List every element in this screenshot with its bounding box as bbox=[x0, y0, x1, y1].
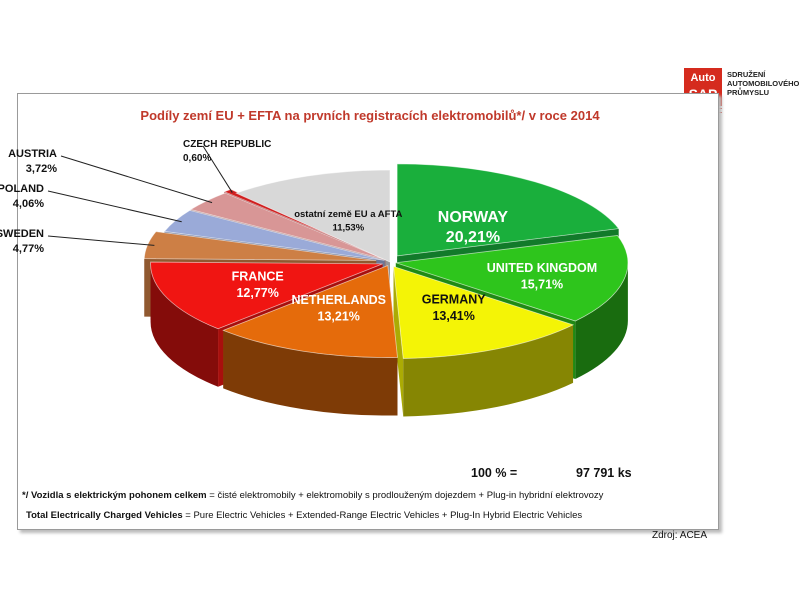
pie-slice-norway bbox=[396, 163, 620, 257]
pie-slice-united-kingdom bbox=[395, 235, 629, 322]
slice-label-france: FRANCE bbox=[232, 270, 284, 284]
slice-label-sweden: SWEDEN bbox=[0, 228, 44, 240]
slice-value-norway: 20,21% bbox=[446, 229, 500, 246]
label-leader-line bbox=[202, 145, 233, 193]
slice-value-sweden: 4,77% bbox=[13, 243, 44, 255]
total-count-label: 97 791 ks bbox=[576, 466, 632, 480]
pie-slice-wall bbox=[150, 263, 219, 387]
pie-slice-wall bbox=[403, 324, 574, 417]
slice-label-netherlands: NETHERLANDS bbox=[292, 293, 386, 307]
slice-label-austria: AUSTRIA bbox=[8, 148, 57, 160]
pie-slice-france bbox=[150, 261, 383, 330]
pie-slice-wall bbox=[575, 262, 628, 380]
slice-label-united-kingdom: UNITED KINGDOM bbox=[487, 261, 597, 275]
footnote-cz: */ Vozidla s elektrickým pohonem celkem … bbox=[22, 490, 603, 501]
label-leader-line bbox=[47, 190, 182, 223]
slice-value-austria: 3,72% bbox=[26, 163, 57, 175]
pie-slice-wall bbox=[223, 330, 398, 416]
label-leader-line bbox=[60, 155, 213, 204]
pie-top-layer bbox=[143, 163, 629, 359]
slice-label-czech-republic: CZECH REPUBLIC bbox=[183, 139, 271, 150]
footnote-en-rest: = Pure Electric Vehicles + Extended-Rang… bbox=[182, 510, 583, 521]
slice-label-ostatn-zem-eu-a-afta: ostatní země EU a AFTA bbox=[294, 209, 402, 220]
footnote-cz-bold: */ Vozidla s elektrickým pohonem celkem bbox=[22, 490, 207, 501]
logo-org-line: AUTOMOBILOVÉHO bbox=[727, 79, 800, 88]
source-note: Zdroj: ACEA bbox=[652, 530, 708, 541]
slice-value-united-kingdom: 15,71% bbox=[521, 277, 563, 291]
footnote-cz-rest: = čisté elektromobily + elektromobily s … bbox=[206, 490, 604, 501]
logo-org-name: SDRUŽENÍ AUTOMOBILOVÉHO PRŮMYSLU bbox=[727, 70, 800, 97]
footnote-en-bold: Total Electrically Charged Vehicles bbox=[26, 510, 183, 521]
logo-org-line: SDRUŽENÍ bbox=[727, 70, 766, 79]
label-leader-line bbox=[47, 235, 155, 246]
slice-value-france: 12,77% bbox=[236, 286, 278, 300]
slice-value-czech-republic: 0,60% bbox=[183, 153, 211, 164]
slice-label-poland: POLAND bbox=[0, 183, 44, 195]
pie-slice-side bbox=[393, 266, 404, 417]
logo-org-line: PRŮMYSLU bbox=[727, 88, 770, 97]
slice-value-poland: 4,06% bbox=[13, 198, 44, 210]
slice-label-norway: NORWAY bbox=[438, 209, 509, 226]
logo-mark-top: Auto bbox=[690, 72, 716, 84]
chart-title: Podíly zemí EU + EFTA na prvních registr… bbox=[140, 108, 600, 123]
slice-value-germany: 13,41% bbox=[432, 309, 474, 323]
pie-labels: NORWAY 20,21% UNITED KINGDOM 15,71% GERMANY 1… bbox=[0, 139, 597, 324]
footnote-en: Total Electrically Charged Vehicles = Pu… bbox=[26, 510, 582, 521]
slice-value-ostatn-zem-eu-a-afta: 11,53% bbox=[332, 223, 364, 234]
pie-slice-netherlands bbox=[222, 264, 398, 358]
total-percent-label: 100 % = bbox=[471, 466, 518, 480]
pie-slice-ostatn-zem-eu-a-afta bbox=[235, 169, 391, 263]
pie-slice-germany bbox=[393, 265, 575, 359]
slice-value-netherlands: 13,21% bbox=[318, 310, 360, 324]
slice-label-germany: GERMANY bbox=[422, 292, 487, 306]
